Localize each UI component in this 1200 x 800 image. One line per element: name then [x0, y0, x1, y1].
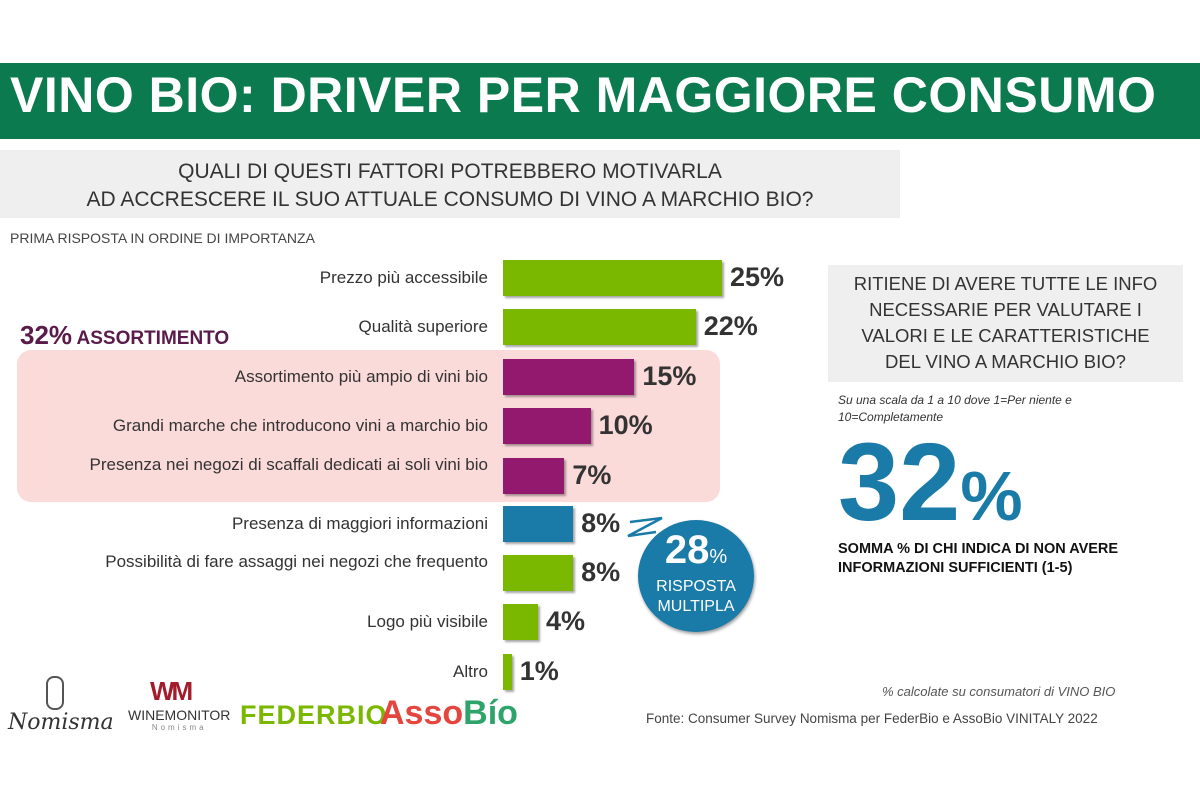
- info-big-value: 32%: [838, 428, 1023, 551]
- info-caption-line: INFORMAZIONI SUFFICIENTI (1-5): [838, 560, 1073, 576]
- bar-value-label: 4%: [546, 606, 586, 636]
- question-box: QUALI DI QUESTI FATTORI POTREBBERO MOTIV…: [0, 150, 900, 218]
- multi-line-2: MULTIPLA: [657, 598, 735, 615]
- header-banner: [0, 63, 1200, 139]
- assortimento-callout: 32% ASSORTIMENTO: [20, 320, 229, 351]
- big-number: 32: [838, 421, 961, 544]
- bar-category-label: Altro: [453, 662, 488, 681]
- bar-value-label: 25%: [730, 262, 785, 292]
- bar: [503, 260, 722, 296]
- bar-value-label: 22%: [703, 311, 758, 341]
- bar: [503, 555, 574, 591]
- bar: [503, 309, 696, 345]
- nomisma-logo: Nomisma: [8, 676, 114, 735]
- bar-value-label: 15%: [642, 361, 697, 391]
- info-question-line: DEL VINO A MARCHIO BIO?: [885, 351, 1126, 372]
- page-title: VINO BIO: DRIVER PER MAGGIORE CONSUMO: [10, 67, 1157, 123]
- bar: [503, 408, 591, 444]
- assortimento-value: 32%: [20, 320, 73, 350]
- info-caption-line: SOMMA % DI CHI INDICA DI NON AVERE: [838, 541, 1119, 557]
- info-caption: SOMMA % DI CHI INDICA DI NON AVERE INFOR…: [838, 540, 1198, 578]
- chart-subtitle: PRIMA RISPOSTA IN ORDINE DI IMPORTANZA: [10, 230, 315, 246]
- bar-category-label: Presenza nei negozi di scaffali dedicati…: [89, 455, 488, 474]
- bar-value-label: 7%: [572, 460, 612, 490]
- info-question-line: NECESSARIE PER VALUTARE I: [869, 299, 1142, 320]
- multi-line-1: RISPOSTA: [656, 578, 736, 595]
- bar-category-label: Logo più visibile: [367, 612, 488, 631]
- assobio-logo: AssoBío: [380, 694, 518, 732]
- bar: [503, 458, 565, 494]
- squiggle-connector: [627, 516, 663, 538]
- bar-category-label: Possibilità di fare assaggi nei negozi c…: [105, 552, 488, 571]
- bar-value-label: 8%: [581, 557, 621, 587]
- info-question-line: RITIENE DI AVERE TUTTE LE INFO: [853, 273, 1158, 294]
- bar-category-label: Qualità superiore: [358, 317, 488, 336]
- bar: [503, 506, 574, 542]
- bar: [503, 604, 539, 640]
- bar-category-label: Presenza di maggiori informazioni: [231, 514, 488, 533]
- info-question-line: VALORI E LE CARATTERISTICHE: [861, 325, 1150, 346]
- federbio-logo: FEDERBIO: [240, 700, 388, 730]
- bar: [503, 654, 512, 690]
- bar-value-label: 10%: [598, 410, 653, 440]
- multi-pct: %: [709, 546, 728, 568]
- info-question-box: RITIENE DI AVERE TUTTE LE INFO NECESSARI…: [828, 265, 1183, 382]
- bar-value-label: 8%: [581, 508, 621, 538]
- multiple-response-badge: 28% RISPOSTA MULTIPLA: [638, 520, 754, 632]
- multi-value: 28: [664, 528, 710, 572]
- bar-category-label: Grandi marche che introducono vini a mar…: [112, 416, 488, 435]
- bar-category-label: Assortimento più ampio di vini bio: [234, 367, 488, 386]
- bar-value-label: 1%: [519, 656, 559, 686]
- scale-note: Su una scala da 1 a 10 dove 1=Per niente…: [838, 393, 1072, 424]
- question-line-2: AD ACCRESCERE IL SUO ATTUALE CONSUMO DI …: [86, 188, 814, 211]
- bar-category-label: Prezzo più accessibile: [319, 268, 488, 287]
- question-line-1: QUALI DI QUESTI FATTORI POTREBBERO MOTIV…: [178, 160, 722, 183]
- assortimento-label: ASSORTIMENTO: [76, 328, 230, 349]
- bar: [503, 359, 635, 395]
- footnote: % calcolate su consumatori di VINO BIO: [882, 684, 1116, 699]
- source: Fonte: Consumer Survey Nomisma per Feder…: [646, 711, 1098, 726]
- winemonitor-logo: WM WINEMONITOR Nomisma: [128, 676, 231, 732]
- big-pct: %: [960, 457, 1023, 535]
